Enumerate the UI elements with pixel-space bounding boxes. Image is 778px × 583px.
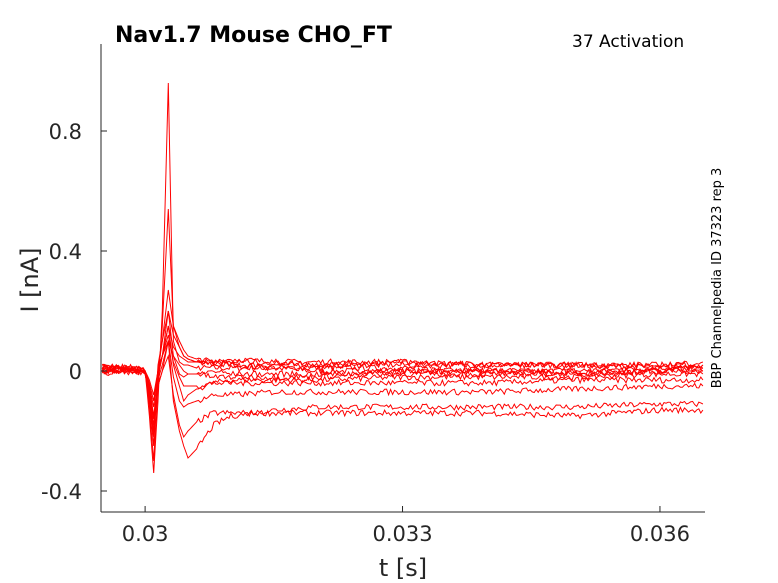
y-tick-label: 0 — [69, 360, 82, 384]
series-line-trace-12 — [101, 339, 704, 396]
series-line-trace-6 — [101, 340, 704, 459]
x-tick-label: 0.03 — [122, 522, 169, 546]
chart-subtitle: 37 Activation — [572, 32, 684, 52]
axes: -0.4 0 0.4 0.8 0.03 0.033 0.036 — [41, 44, 705, 546]
side-note: BBP Channelpedia ID 37323 rep 3 — [710, 168, 725, 389]
series-line-trace-7 — [102, 354, 704, 439]
x-axis-label: t [s] — [379, 554, 427, 582]
series-line-trace-9 — [102, 334, 704, 408]
series-line-trace-5 — [102, 325, 704, 432]
series-line-trace-4 — [101, 310, 704, 438]
series-line-trace-1 — [101, 82, 704, 474]
chart-title: Nav1.7 Mouse CHO_FT — [115, 23, 392, 48]
y-tick-label: 0.8 — [49, 120, 82, 144]
y-axis-label: I [nA] — [16, 247, 44, 312]
y-tick-label: 0.4 — [49, 240, 82, 264]
series-line-trace-8 — [101, 340, 704, 417]
y-tick-label: -0.4 — [41, 480, 82, 504]
x-tick-label: 0.033 — [372, 522, 432, 546]
x-tick-label: 0.036 — [630, 522, 690, 546]
plot-area — [101, 82, 704, 474]
series-line-trace-10 — [102, 325, 704, 402]
series-line-trace-2 — [102, 208, 704, 462]
